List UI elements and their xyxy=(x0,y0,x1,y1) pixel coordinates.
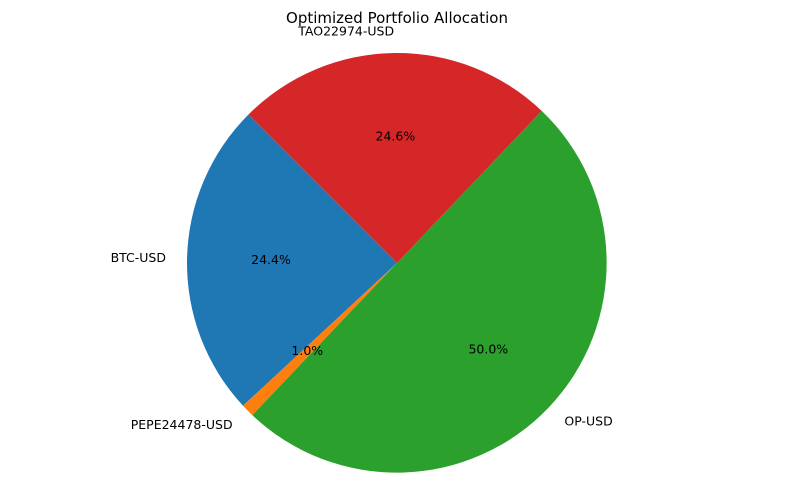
slice-label-btc-usd: BTC-USD xyxy=(111,250,166,265)
slice-percent-labels: 24.4% 1.0% 50.0% 24.6% xyxy=(251,129,508,359)
slice-label-op-usd: OP-USD xyxy=(564,414,612,429)
slice-percent-tao22974-usd: 24.6% xyxy=(376,129,416,144)
slice-percent-btc-usd: 24.4% xyxy=(251,252,291,267)
pie-slice-tao22974-usd xyxy=(248,53,542,264)
pie-slice-op-usd xyxy=(252,110,607,473)
pie-slice-btc-usd xyxy=(187,114,397,406)
chart-title: Optimized Portfolio Allocation xyxy=(286,9,508,27)
slice-percent-op-usd: 50.0% xyxy=(468,341,508,356)
slice-label-tao22974-usd: TAO22974-USD xyxy=(297,24,394,39)
pie-slices xyxy=(187,53,607,473)
slice-percent-pepe24478-usd: 1.0% xyxy=(291,343,323,358)
slice-labels: BTC-USD PEPE24478-USD OP-USD TAO22974-USD xyxy=(111,24,613,432)
pie-slice-pepe24478-usd xyxy=(243,263,397,416)
slice-label-pepe24478-usd: PEPE24478-USD xyxy=(131,417,233,432)
